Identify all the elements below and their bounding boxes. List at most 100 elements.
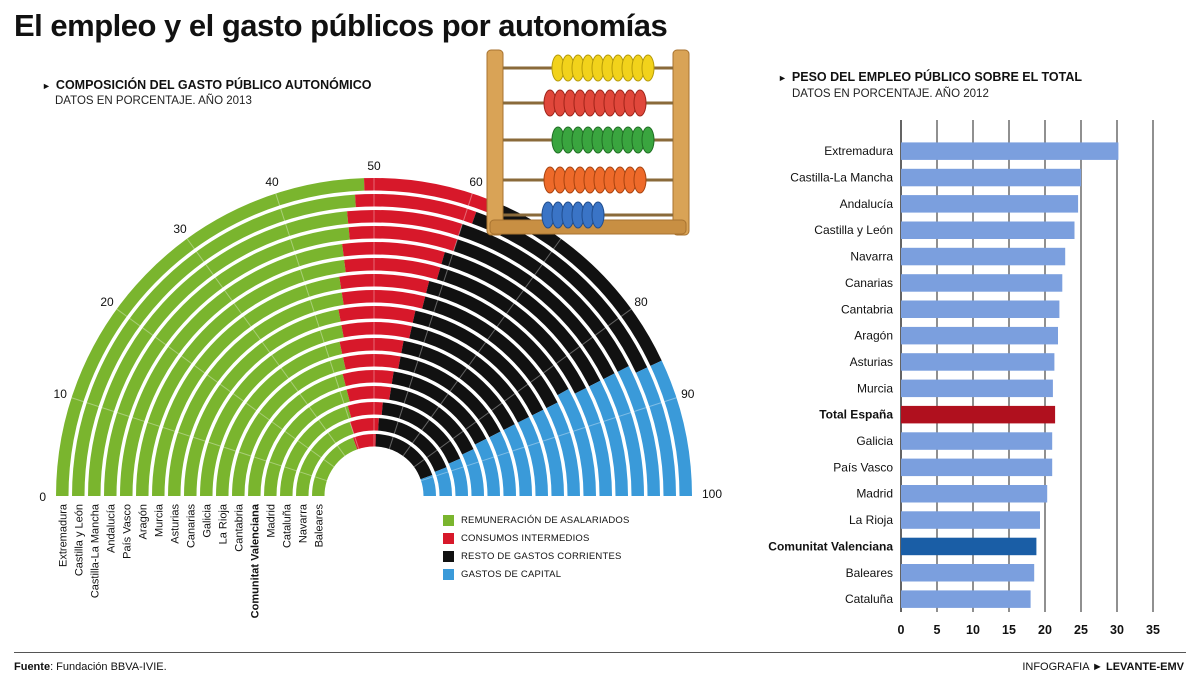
bar [901,326,1058,345]
abacus-bead [641,126,655,154]
legend-label: RESTO DE GASTOS CORRIENTES [461,550,622,562]
bar-category-label: Cataluña [845,592,893,606]
radial-arc-segment [344,258,441,280]
radial-arc-segment [296,421,354,497]
radial-arc-segment [532,409,564,497]
radial-grid-line [186,238,346,457]
radial-arc-segment [603,373,644,497]
bar-axis-tick-label: 15 [1002,623,1016,637]
radial-grid-line [413,308,632,468]
radial-scale-tick-label: 10 [54,387,68,401]
legend-swatch [443,550,454,562]
radial-arc-segment [348,226,458,252]
bar-axis-tick-label: 20 [1038,623,1052,637]
radial-arc-segment [346,386,392,402]
radial-scale-tick-label: 80 [634,295,648,309]
bar-category-label: Castilla y León [814,223,893,237]
radial-arc-segment [503,424,532,497]
radial-arc-segment [347,402,383,418]
bar [901,405,1056,424]
radial-arc-segment [557,389,596,497]
bar [901,537,1037,556]
radial-arc-segment [422,296,558,409]
legend-item: RESTO DE GASTOS CORRIENTES [443,547,630,565]
radial-scale-tick-label: 60 [469,175,483,189]
radial-arc-segment [389,387,474,455]
radial-category-label: Cantabria [233,503,245,552]
bar [901,379,1053,398]
radial-category-label: Cataluña [281,503,293,548]
legend-swatch [443,514,454,526]
radial-scale-tick-label: 50 [367,159,381,173]
left-chart-title-text: COMPOSICIÓN DEL GASTO PÚBLICO AUTONÓMICO [55,78,372,92]
radial-arc-segment [136,259,346,497]
radial-arc-segment [401,340,515,431]
radial-arc-segment [453,239,615,380]
bullet-arrow-icon: ► [42,81,51,91]
bar-category-label: Madrid [856,487,893,501]
radial-arc-segment [475,438,500,497]
radial-arc-segment [248,373,346,497]
radial-arc-segment [377,418,447,473]
radial-scale-tick-label: 40 [265,175,279,189]
radial-scale-tick-label: 30 [173,222,187,236]
abacus-bead [633,166,647,194]
bar-category-label: Comunitat Valenciana [768,539,893,553]
radial-arc-segment [120,243,344,497]
bar-category-label: Navarra [850,250,893,264]
radial-arc-segment [462,449,484,497]
radial-arc-segment [420,475,436,497]
radial-arc-segment [184,309,341,497]
radial-arc-segment [341,290,426,309]
bar [901,168,1081,187]
radial-category-label: Asturias [169,504,181,544]
bar [901,432,1053,450]
bar-category-label: Baleares [846,566,893,580]
bar-category-label: Cantabria [841,302,893,316]
bar-category-label: Andalucía [840,197,894,211]
radial-arc-segment [364,178,492,212]
radial-arc-segment [412,310,544,416]
radial-arc-segment [341,322,412,339]
radial-arc-segment [574,387,612,497]
page-title: El empleo y el gasto públicos por autono… [14,8,668,43]
radial-scale-tick-label: 100 [702,487,722,501]
radial-category-label: Baleares [313,504,325,548]
radial-arc-segment [342,370,394,387]
bar-axis-tick-label: 25 [1074,623,1088,637]
radial-category-label: La Rioja [217,503,229,544]
radial-category-label: Castilla-La Mancha [89,503,101,598]
legend: REMUNERACIÓN DE ASALARIADOS CONSUMOS INT… [443,511,630,583]
radial-arc-segment [347,210,463,236]
bar [901,511,1040,529]
radial-arc-segment [355,194,477,224]
radial-arc-segment [434,467,452,497]
bar-category-label: Canarias [845,276,893,290]
footer-credit-brand: LEVANTE-EMV [1105,661,1184,673]
footer-divider [14,652,1186,653]
radial-grid-line [275,193,360,450]
radial-arc-segment [152,276,342,497]
bar-category-label: La Rioja [849,513,893,527]
bar [901,590,1031,608]
abacus-bead [591,201,605,229]
bar-category-label: Castilla-La Mancha [790,171,893,185]
radial-arc-segment [200,325,344,497]
left-chart-subtitle: DATOS EN PORCENTAJE. AÑO 2013 [55,95,252,107]
radial-grid-line [71,397,328,482]
abacus-post-left [486,49,504,236]
radial-arc-segment [104,227,350,497]
bar-axis-tick-label: 10 [966,623,980,637]
radial-arc-segment [339,338,404,355]
radial-scale-tick-label: 0 [39,490,46,504]
radial-arc-segment [436,267,587,394]
credit-arrow-icon: ► [1092,661,1103,673]
radial-scale-tick-label: 20 [100,295,114,309]
radial-arc-segment [353,434,376,450]
radial-category-label: Madrid [265,504,277,538]
radial-arc-segment [349,418,379,434]
legend-item: REMUNERACIÓN DE ASALARIADOS [443,511,630,529]
radial-category-label: Galicia [201,503,213,538]
footer-source: Fuente: Fundación BBVA-IVIE. [14,661,167,673]
